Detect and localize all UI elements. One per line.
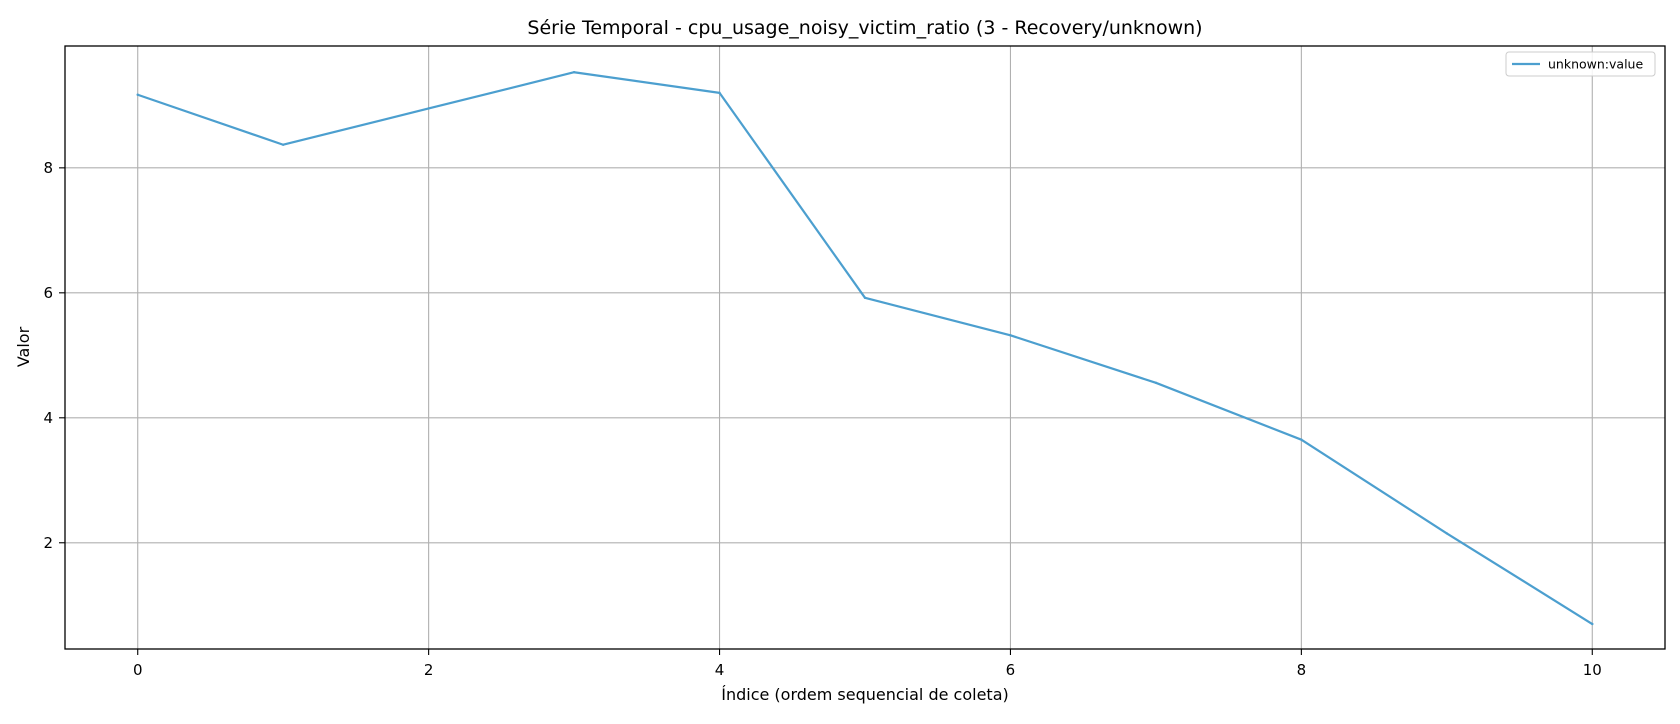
data-point [1154, 381, 1158, 385]
data-point [427, 107, 430, 110]
data-point [718, 91, 721, 95]
data-point [1300, 438, 1303, 441]
series-layer [136, 71, 1594, 626]
y-axis-label: Valor [14, 326, 33, 367]
x-tick-label: 2 [424, 661, 434, 679]
y-tick-label: 8 [43, 159, 53, 177]
chart-title: Série Temporal - cpu_usage_noisy_victim_… [527, 17, 1202, 39]
axis-ticks: 0 2 4 6 8 10 2 4 6 8 [43, 159, 1601, 679]
x-tick-label: 10 [1583, 661, 1602, 679]
x-tick-label: 6 [1006, 661, 1016, 679]
data-point [572, 71, 576, 74]
data-point [136, 93, 139, 96]
legend-box [1505, 51, 1656, 77]
y-tick-label: 2 [43, 534, 53, 552]
data-point [1591, 622, 1594, 626]
data-point [1009, 334, 1012, 337]
x-axis-label: Índice (ordem sequencial de coleta) [721, 685, 1009, 704]
x-tick-label: 8 [1297, 661, 1307, 679]
data-point [1445, 532, 1449, 535]
legend: unknown:value [1505, 51, 1656, 77]
y-tick-label: 4 [43, 409, 53, 427]
series-line [136, 71, 1594, 626]
y-tick-label: 6 [43, 284, 53, 302]
x-tick-label: 4 [715, 661, 725, 679]
plot-frame [64, 45, 1666, 650]
data-point [863, 296, 867, 300]
grid-lines [65, 46, 1665, 649]
data-point [281, 143, 285, 146]
legend-label: unknown:value [1548, 57, 1643, 72]
x-tick-label: 0 [133, 661, 143, 679]
